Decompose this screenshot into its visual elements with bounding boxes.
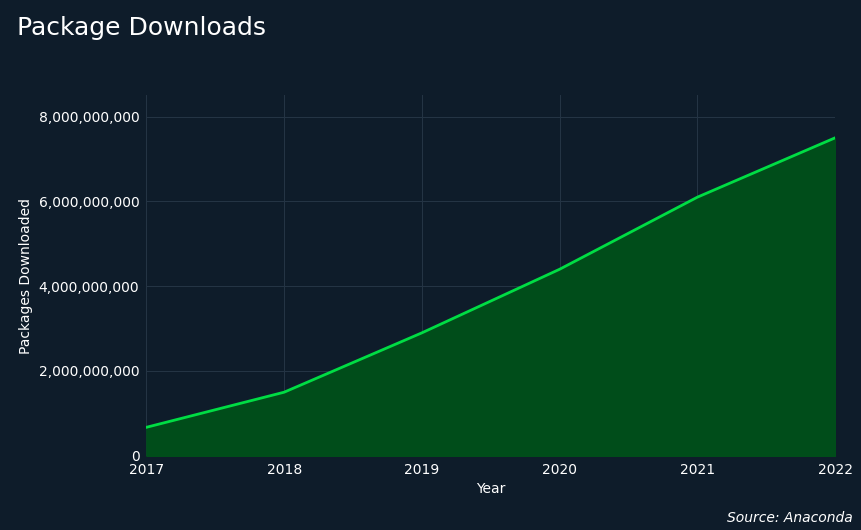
- Text: Source: Anaconda: Source: Anaconda: [727, 511, 852, 525]
- X-axis label: Year: Year: [476, 482, 505, 496]
- Y-axis label: Packages Downloaded: Packages Downloaded: [19, 198, 33, 354]
- Text: Package Downloads: Package Downloads: [17, 16, 266, 40]
